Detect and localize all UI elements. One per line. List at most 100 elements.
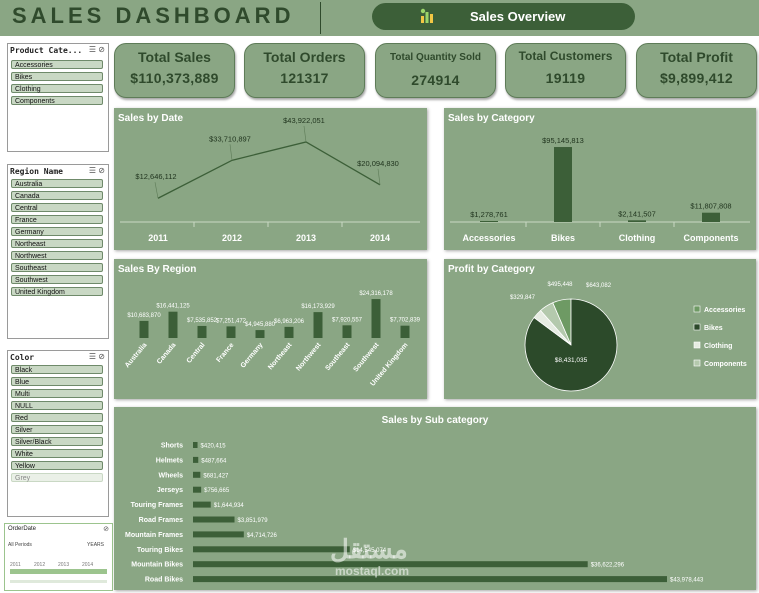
data-label: $10,683,870: [127, 313, 161, 319]
slicer-item[interactable]: Northwest: [11, 251, 103, 260]
data-label: $14,545,074: [353, 548, 387, 554]
x-tick-label: Australia: [124, 342, 149, 370]
timeline-header: OrderDate: [8, 526, 37, 532]
slicer-item[interactable]: Red: [11, 413, 103, 422]
slicer-item[interactable]: Clothing: [11, 84, 103, 93]
x-tick-label: Bikes: [551, 233, 575, 243]
data-label: $20,094,830: [357, 159, 399, 168]
data-label: $7,535,852: [187, 318, 218, 324]
profit-by-category-panel: Profit by Category $8,431,035 $643,082 $32…: [444, 259, 756, 399]
slicer-filter-icons[interactable]: ☰ ⊘: [88, 45, 105, 54]
slicer-item[interactable]: Accessories: [11, 60, 103, 69]
slicer-item[interactable]: United Kingdom: [11, 287, 103, 296]
bar-chart-icon: [418, 7, 436, 28]
bar: [284, 326, 294, 338]
data-label-leader: [377, 168, 381, 185]
timeline-year: 2013: [58, 562, 70, 568]
slicer-item[interactable]: Germany: [11, 227, 103, 236]
slicer-item[interactable]: Central: [11, 203, 103, 212]
y-tick-label: Jerseys: [157, 487, 183, 494]
bar: [168, 311, 178, 338]
chart-title: Sales by Date: [118, 113, 184, 124]
slicer-item[interactable]: Blue: [11, 377, 103, 386]
slicer-item[interactable]: Black: [11, 365, 103, 374]
slicer-filter-icons[interactable]: ☰ ⊘: [88, 166, 105, 175]
data-label: $2,141,507: [618, 209, 656, 218]
page-title: SALES DASHBOARD: [12, 3, 295, 28]
slicer-item[interactable]: France: [11, 215, 103, 224]
x-tick-label: Accessories: [462, 233, 515, 243]
kpi-total-quantity-sold: Total Quantity Sold 274914: [375, 43, 496, 98]
slicer-item[interactable]: Yellow: [11, 461, 103, 470]
slicer-filter-icons[interactable]: ☰ ⊘: [88, 352, 105, 361]
region-slicer: Region Name ☰ ⊘ Australia Canada Central…: [7, 164, 109, 339]
timeline-year: 2011: [10, 562, 21, 568]
data-label: $1,644,934: [214, 503, 245, 509]
data-label: $487,664: [201, 458, 227, 464]
x-tick-label: Components: [684, 233, 739, 243]
kpi-title: Total Quantity Sold: [390, 52, 481, 63]
bar: [371, 299, 381, 338]
x-tick-label: Southwest: [352, 341, 381, 373]
slicer-item[interactable]: Multi: [11, 389, 103, 398]
order-date-timeline: OrderDate ⊘ All Periods YEARS 2011 2012 …: [4, 523, 113, 591]
kpi-title: Total Profit: [660, 49, 733, 65]
x-tick-label: 2012: [222, 233, 242, 243]
sales-overview-button[interactable]: Sales Overview: [372, 3, 635, 30]
y-tick-label: Shorts: [161, 443, 183, 450]
bar: [193, 516, 235, 523]
color-slicer: Color ☰ ⊘ Black Blue Multi NULL Red Silv…: [7, 350, 109, 517]
data-label-leader: [154, 182, 159, 199]
slicer-item[interactable]: Australia: [11, 179, 103, 188]
profit-by-category-chart: $8,431,035 $643,082 $329,847 $495,448 Access…: [510, 282, 747, 392]
data-label: $16,173,929: [301, 304, 335, 310]
data-label: $43,922,051: [283, 116, 325, 125]
chart-title: Sales by Sub category: [381, 415, 489, 426]
data-label: $643,082: [586, 283, 612, 289]
x-tick-label: 2014: [370, 233, 390, 243]
bar: [480, 220, 498, 222]
slicer-item[interactable]: Canada: [11, 191, 103, 200]
x-tick-label: Northwest: [295, 341, 323, 372]
data-label: $420,415: [201, 444, 227, 450]
header-divider: [320, 2, 321, 34]
slicer-item[interactable]: Grey: [11, 473, 103, 482]
chart-title: Sales by Category: [448, 113, 535, 124]
slicer-item[interactable]: Silver: [11, 425, 103, 434]
timeline-unit[interactable]: YEARS: [87, 542, 104, 548]
data-label: $3,851,979: [238, 518, 269, 524]
legend-swatch: [693, 341, 701, 349]
sales-by-category-panel: Sales by Category $1,278,761 Accessories $…: [444, 108, 756, 250]
y-tick-label: Mountain Bikes: [131, 562, 183, 569]
product-category-slicer: Product Cate... ☰ ⊘ Accessories Bikes Cl…: [7, 43, 109, 152]
x-tick-label: Northeast: [267, 341, 294, 371]
data-label: $7,251,472: [216, 318, 247, 324]
bar: [702, 212, 720, 222]
slicer-item[interactable]: White: [11, 449, 103, 458]
slicer-item[interactable]: Components: [11, 96, 103, 105]
y-tick-label: Touring Frames: [131, 502, 183, 509]
slicer-header: Product Cate...: [10, 46, 83, 55]
slicer-item[interactable]: Silver/Black: [11, 437, 103, 446]
timeline-scrollbar[interactable]: [10, 580, 107, 583]
bar: [400, 325, 410, 338]
timeline-clear-icon[interactable]: ⊘: [103, 526, 109, 533]
x-tick-label: Canada: [156, 342, 178, 366]
bar: [255, 330, 265, 338]
slicer-item[interactable]: Bikes: [11, 72, 103, 81]
slicer-item[interactable]: NULL: [11, 401, 103, 410]
watermark-arabic: مستقل: [330, 534, 408, 564]
timeline-year: 2012: [34, 562, 46, 568]
timeline-range-bar[interactable]: [10, 569, 107, 574]
bar: [139, 320, 149, 338]
bar: [193, 486, 202, 493]
slicer-item[interactable]: Southwest: [11, 275, 103, 284]
chart-title: Profit by Category: [448, 264, 535, 275]
pie-slice: [540, 302, 572, 346]
slicer-item[interactable]: Southeast: [11, 263, 103, 272]
kpi-title: Total Orders: [263, 49, 346, 65]
slicer-item[interactable]: Northeast: [11, 239, 103, 248]
kpi-total-sales: Total Sales $110,373,889: [114, 43, 235, 98]
watermark-latin: mostaql.com: [335, 564, 410, 578]
legend-swatch: [693, 305, 701, 313]
